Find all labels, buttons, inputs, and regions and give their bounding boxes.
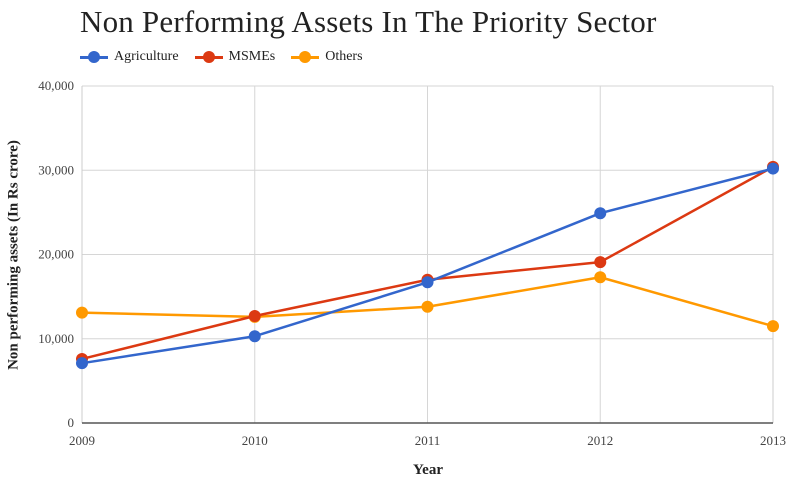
series-layer [76, 160, 779, 370]
data-point-agriculture[interactable] [421, 276, 434, 289]
tick-labels: 0 10,000 20,000 30,000 40,000 2009 2010 2011 201… [38, 78, 786, 448]
legend-dot-agriculture [88, 51, 100, 63]
legend-label-others: Others [325, 49, 363, 64]
legend-dot-msmes [202, 51, 215, 63]
y-tick-label: 0 [68, 415, 75, 430]
x-tick-label: 2009 [69, 433, 95, 448]
data-point-agriculture[interactable] [76, 357, 88, 370]
chart-title: Non Performing Assets In The Priority Se… [80, 4, 657, 39]
legend-item-agriculture[interactable]: Agriculture [80, 49, 179, 65]
x-axis-label: Year [413, 462, 443, 478]
x-tick-label: 2011 [415, 433, 441, 448]
legend-label-agriculture: Agriculture [114, 49, 179, 64]
data-point-msmes[interactable] [594, 256, 607, 269]
y-axis-label: Non performing assets (In Rs crore) [5, 140, 22, 370]
y-tick-label: 40,000 [38, 78, 74, 93]
legend-item-msmes[interactable]: MSMEs [194, 49, 276, 65]
legend-dot-others [299, 51, 312, 63]
legend-swatch-msmes [194, 51, 223, 63]
legend-item-others[interactable]: Others [291, 49, 363, 65]
data-point-msmes[interactable] [248, 310, 261, 323]
data-point-others[interactable] [767, 320, 779, 333]
data-point-agriculture[interactable] [248, 330, 261, 343]
legend: Agriculture MSMEs Others [80, 49, 379, 65]
y-tick-label: 10,000 [38, 331, 74, 346]
legend-swatch-agriculture [80, 51, 108, 63]
grid [82, 85, 773, 423]
x-tick-label: 2012 [587, 433, 613, 448]
data-point-others[interactable] [421, 300, 434, 313]
data-point-agriculture[interactable] [594, 207, 607, 220]
x-tick-label: 2010 [242, 433, 268, 448]
x-tick-label: 2013 [760, 433, 786, 448]
data-point-others[interactable] [76, 306, 88, 319]
data-point-agriculture[interactable] [767, 162, 779, 175]
y-tick-label: 20,000 [38, 247, 74, 262]
legend-swatch-others [291, 51, 320, 63]
legend-label-msmes: MSMEs [228, 49, 276, 64]
y-tick-label: 30,000 [38, 162, 74, 177]
data-point-others[interactable] [594, 271, 607, 284]
